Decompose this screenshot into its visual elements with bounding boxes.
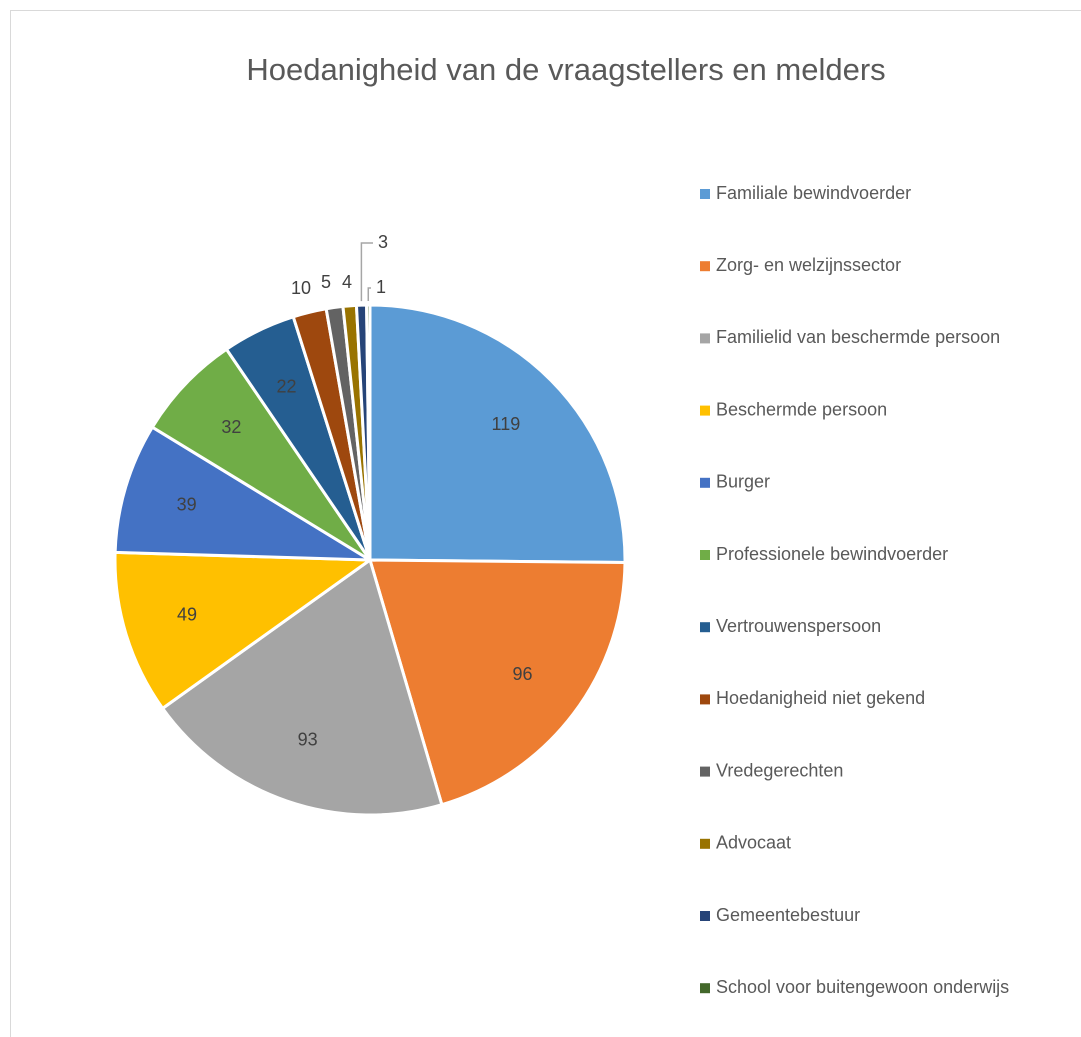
chart-title: Hoedanigheid van de vraagstellers en mel…	[246, 52, 885, 87]
pie-slice	[365, 303, 372, 561]
legend-label: Advocaat	[716, 833, 791, 853]
legend-swatch	[700, 694, 710, 705]
pie-slice	[160, 557, 444, 817]
legend-swatch	[700, 261, 710, 272]
data-label: 39	[177, 494, 197, 514]
legend-label: Vertrouwenspersoon	[716, 616, 881, 636]
pie-slice	[367, 558, 627, 807]
legend-label: Professionele bewindvoerder	[716, 544, 948, 564]
data-label: 119	[492, 414, 521, 434]
legend-swatch	[700, 911, 710, 921]
legend-swatch	[700, 333, 710, 344]
legend-label: Gemeentebestuur	[716, 905, 860, 925]
legend-label: Vredegerechten	[716, 760, 843, 780]
legend-swatch	[700, 622, 710, 633]
legend-swatch	[700, 550, 710, 560]
leader-line	[367, 287, 371, 302]
legend-swatch	[700, 838, 710, 849]
pie-slice	[150, 347, 372, 562]
legend-label: Familiale bewindvoerder	[716, 183, 911, 203]
data-label: 10	[291, 278, 311, 298]
legend-swatch	[700, 405, 710, 416]
legend-swatch	[700, 983, 710, 994]
data-label: 32	[221, 417, 241, 437]
legend-label: Burger	[716, 472, 770, 492]
legend-swatch	[700, 189, 710, 199]
data-label: 3	[378, 232, 388, 252]
legend-label: Hoedanigheid niet gekend	[716, 688, 925, 708]
legend-label: Familielid van beschermde persoon	[716, 327, 1000, 347]
pie-slice	[113, 425, 376, 562]
data-label: 4	[342, 272, 352, 292]
data-label: 93	[298, 730, 318, 750]
legend-label: Zorg- en welzijnssector	[716, 255, 901, 275]
legend-swatch	[700, 477, 710, 488]
legend-label: Beschermde persoon	[716, 399, 887, 419]
legend-label: School voor buitengewoon onderwijs	[716, 977, 1009, 997]
data-label: 49	[177, 604, 197, 624]
data-label: 96	[513, 664, 533, 684]
data-label: 1	[376, 277, 386, 297]
data-label: 5	[321, 272, 331, 292]
legend-swatch	[700, 766, 710, 777]
pie-slice	[113, 550, 375, 711]
leader-line	[360, 242, 373, 302]
data-label: 22	[277, 377, 297, 397]
pie-slice	[368, 303, 627, 565]
